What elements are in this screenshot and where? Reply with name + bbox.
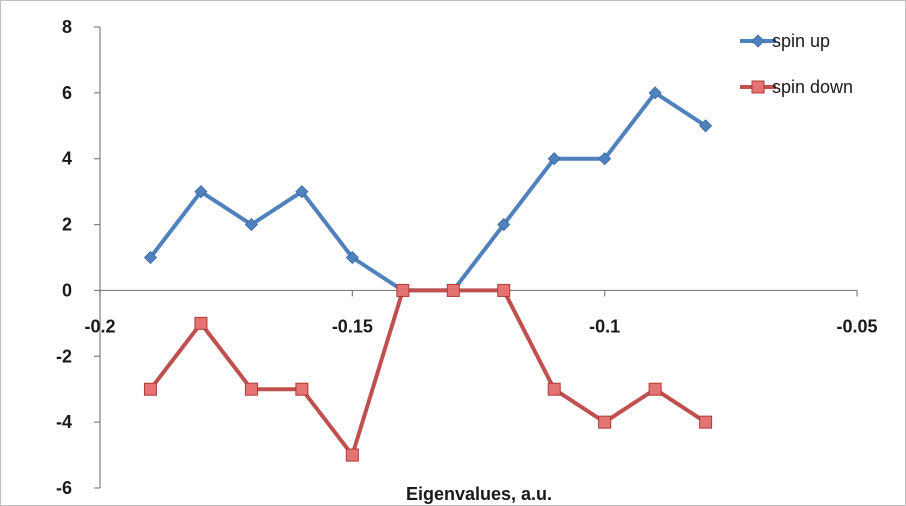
point-spin-down	[598, 415, 612, 429]
point-spin-down	[295, 382, 309, 396]
point-spin-down	[345, 448, 359, 462]
point-spin-up	[244, 218, 258, 232]
legend-label-spin-down: spin down	[772, 77, 853, 97]
y-tick-label: -2	[56, 346, 72, 366]
legend-label-spin-up: spin up	[772, 31, 830, 51]
x-tick-label: -0.15	[332, 316, 373, 336]
point-spin-up	[598, 152, 612, 166]
point-spin-down	[497, 283, 511, 297]
x-tick-labels: -0.2 -0.15 -0.1 -0.05	[84, 316, 877, 336]
point-spin-down	[547, 382, 561, 396]
y-tick-label: 4	[62, 149, 72, 169]
legend-marker-spin-down	[751, 80, 765, 94]
point-spin-up	[699, 119, 713, 133]
y-tick-label: 0	[62, 280, 72, 300]
legend-marker-spin-up	[751, 34, 765, 48]
point-spin-up	[194, 185, 208, 199]
series-markers	[143, 86, 713, 462]
point-spin-down	[648, 382, 662, 396]
x-tick-label: -0.05	[836, 316, 877, 336]
y-tick-label: -6	[56, 478, 72, 498]
point-spin-down	[396, 283, 410, 297]
point-spin-up	[547, 152, 561, 166]
point-spin-down	[244, 382, 258, 396]
point-spin-up	[143, 250, 158, 265]
y-tick-label: 6	[62, 83, 72, 103]
x-tick-label: -0.1	[589, 316, 620, 336]
y-tick-label: 8	[62, 17, 72, 37]
series-lines	[148, 90, 708, 458]
legend: spin up spin down	[740, 31, 853, 97]
y-tick-labels: -6 -4 -2 0 2 4 6 8	[56, 17, 72, 498]
y-tick-label: 2	[62, 215, 72, 235]
axes	[94, 26, 858, 489]
point-spin-down	[194, 316, 208, 330]
point-spin-down	[143, 382, 157, 396]
x-axis-label: Eigenvalues, a.u.	[406, 484, 552, 504]
point-spin-up	[345, 250, 359, 265]
point-spin-up	[497, 218, 511, 232]
series-line-spin-up	[148, 90, 708, 293]
x-tick-label: -0.2	[84, 316, 115, 336]
point-spin-down	[699, 415, 713, 429]
point-spin-down	[446, 283, 460, 297]
y-tick-label: -4	[56, 412, 72, 432]
series-line-spin-down	[148, 288, 708, 458]
point-spin-up	[295, 185, 309, 199]
point-spin-up	[648, 86, 662, 100]
